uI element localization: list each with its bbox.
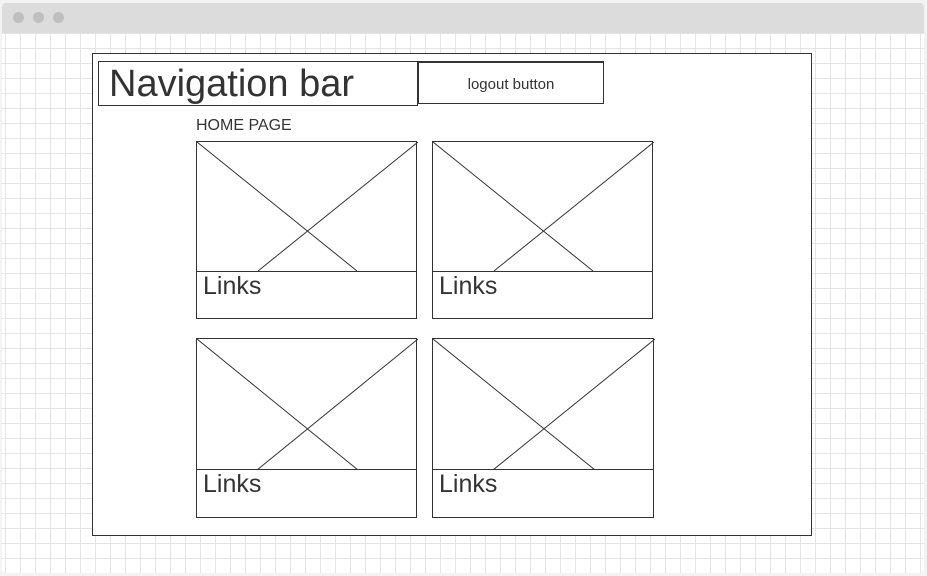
card-divider <box>433 469 653 470</box>
card-divider <box>197 469 416 470</box>
card-link[interactable]: Links <box>439 470 498 498</box>
card-4: Links <box>432 338 655 518</box>
card-link[interactable]: Links <box>203 470 262 498</box>
navigation-bar: Navigation bar <box>98 61 418 106</box>
window-close-icon[interactable] <box>13 12 24 23</box>
card-link[interactable]: Links <box>203 272 262 300</box>
image-placeholder-icon <box>433 339 655 470</box>
window-minimize-icon[interactable] <box>33 12 44 23</box>
card-2: Links <box>432 141 654 319</box>
window-maximize-icon[interactable] <box>53 12 64 23</box>
page-frame: Navigation bar logout button HOME PAGE L… <box>92 53 812 536</box>
image-placeholder-icon <box>197 339 418 470</box>
navbar-title: Navigation bar <box>109 63 355 105</box>
page-title: HOME PAGE <box>196 117 292 134</box>
card-1: Links <box>196 141 418 319</box>
window-titlebar <box>2 3 924 33</box>
image-placeholder-icon <box>433 142 654 271</box>
card-divider <box>433 271 652 272</box>
card-divider <box>197 271 416 272</box>
app-window: Navigation bar logout button HOME PAGE L… <box>2 3 924 573</box>
logout-button[interactable]: logout button <box>418 61 604 104</box>
card-link[interactable]: Links <box>439 272 498 300</box>
card-3: Links <box>196 338 418 518</box>
image-placeholder-icon <box>197 142 418 271</box>
